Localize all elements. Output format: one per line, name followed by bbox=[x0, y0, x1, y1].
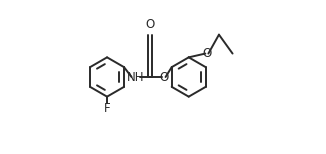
Text: O: O bbox=[145, 18, 155, 31]
Text: O: O bbox=[202, 47, 212, 60]
Text: F: F bbox=[104, 101, 111, 115]
Text: O: O bbox=[159, 71, 169, 83]
Text: NH: NH bbox=[127, 71, 144, 83]
